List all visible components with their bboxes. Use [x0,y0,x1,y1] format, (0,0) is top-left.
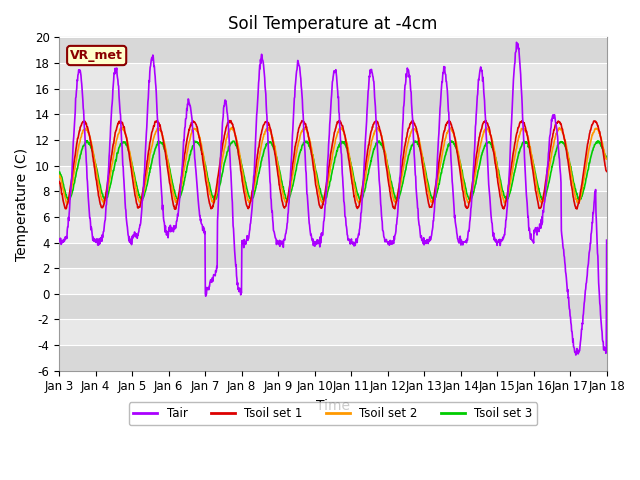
Bar [60,217,607,242]
Bar [60,114,607,140]
Bar [60,63,607,89]
Bar [60,242,607,268]
Title: Soil Temperature at -4cm: Soil Temperature at -4cm [228,15,438,33]
Bar [60,345,607,371]
Bar [60,191,607,217]
Bar [60,268,607,294]
Legend: Tair, Tsoil set 1, Tsoil set 2, Tsoil set 3: Tair, Tsoil set 1, Tsoil set 2, Tsoil se… [129,402,537,425]
X-axis label: Time: Time [316,399,350,413]
Bar [60,140,607,166]
Y-axis label: Temperature (C): Temperature (C) [15,147,29,261]
Text: VR_met: VR_met [70,49,123,62]
Bar [60,320,607,345]
Bar [60,37,607,63]
Bar [60,89,607,114]
Bar [60,294,607,320]
Bar [60,166,607,191]
